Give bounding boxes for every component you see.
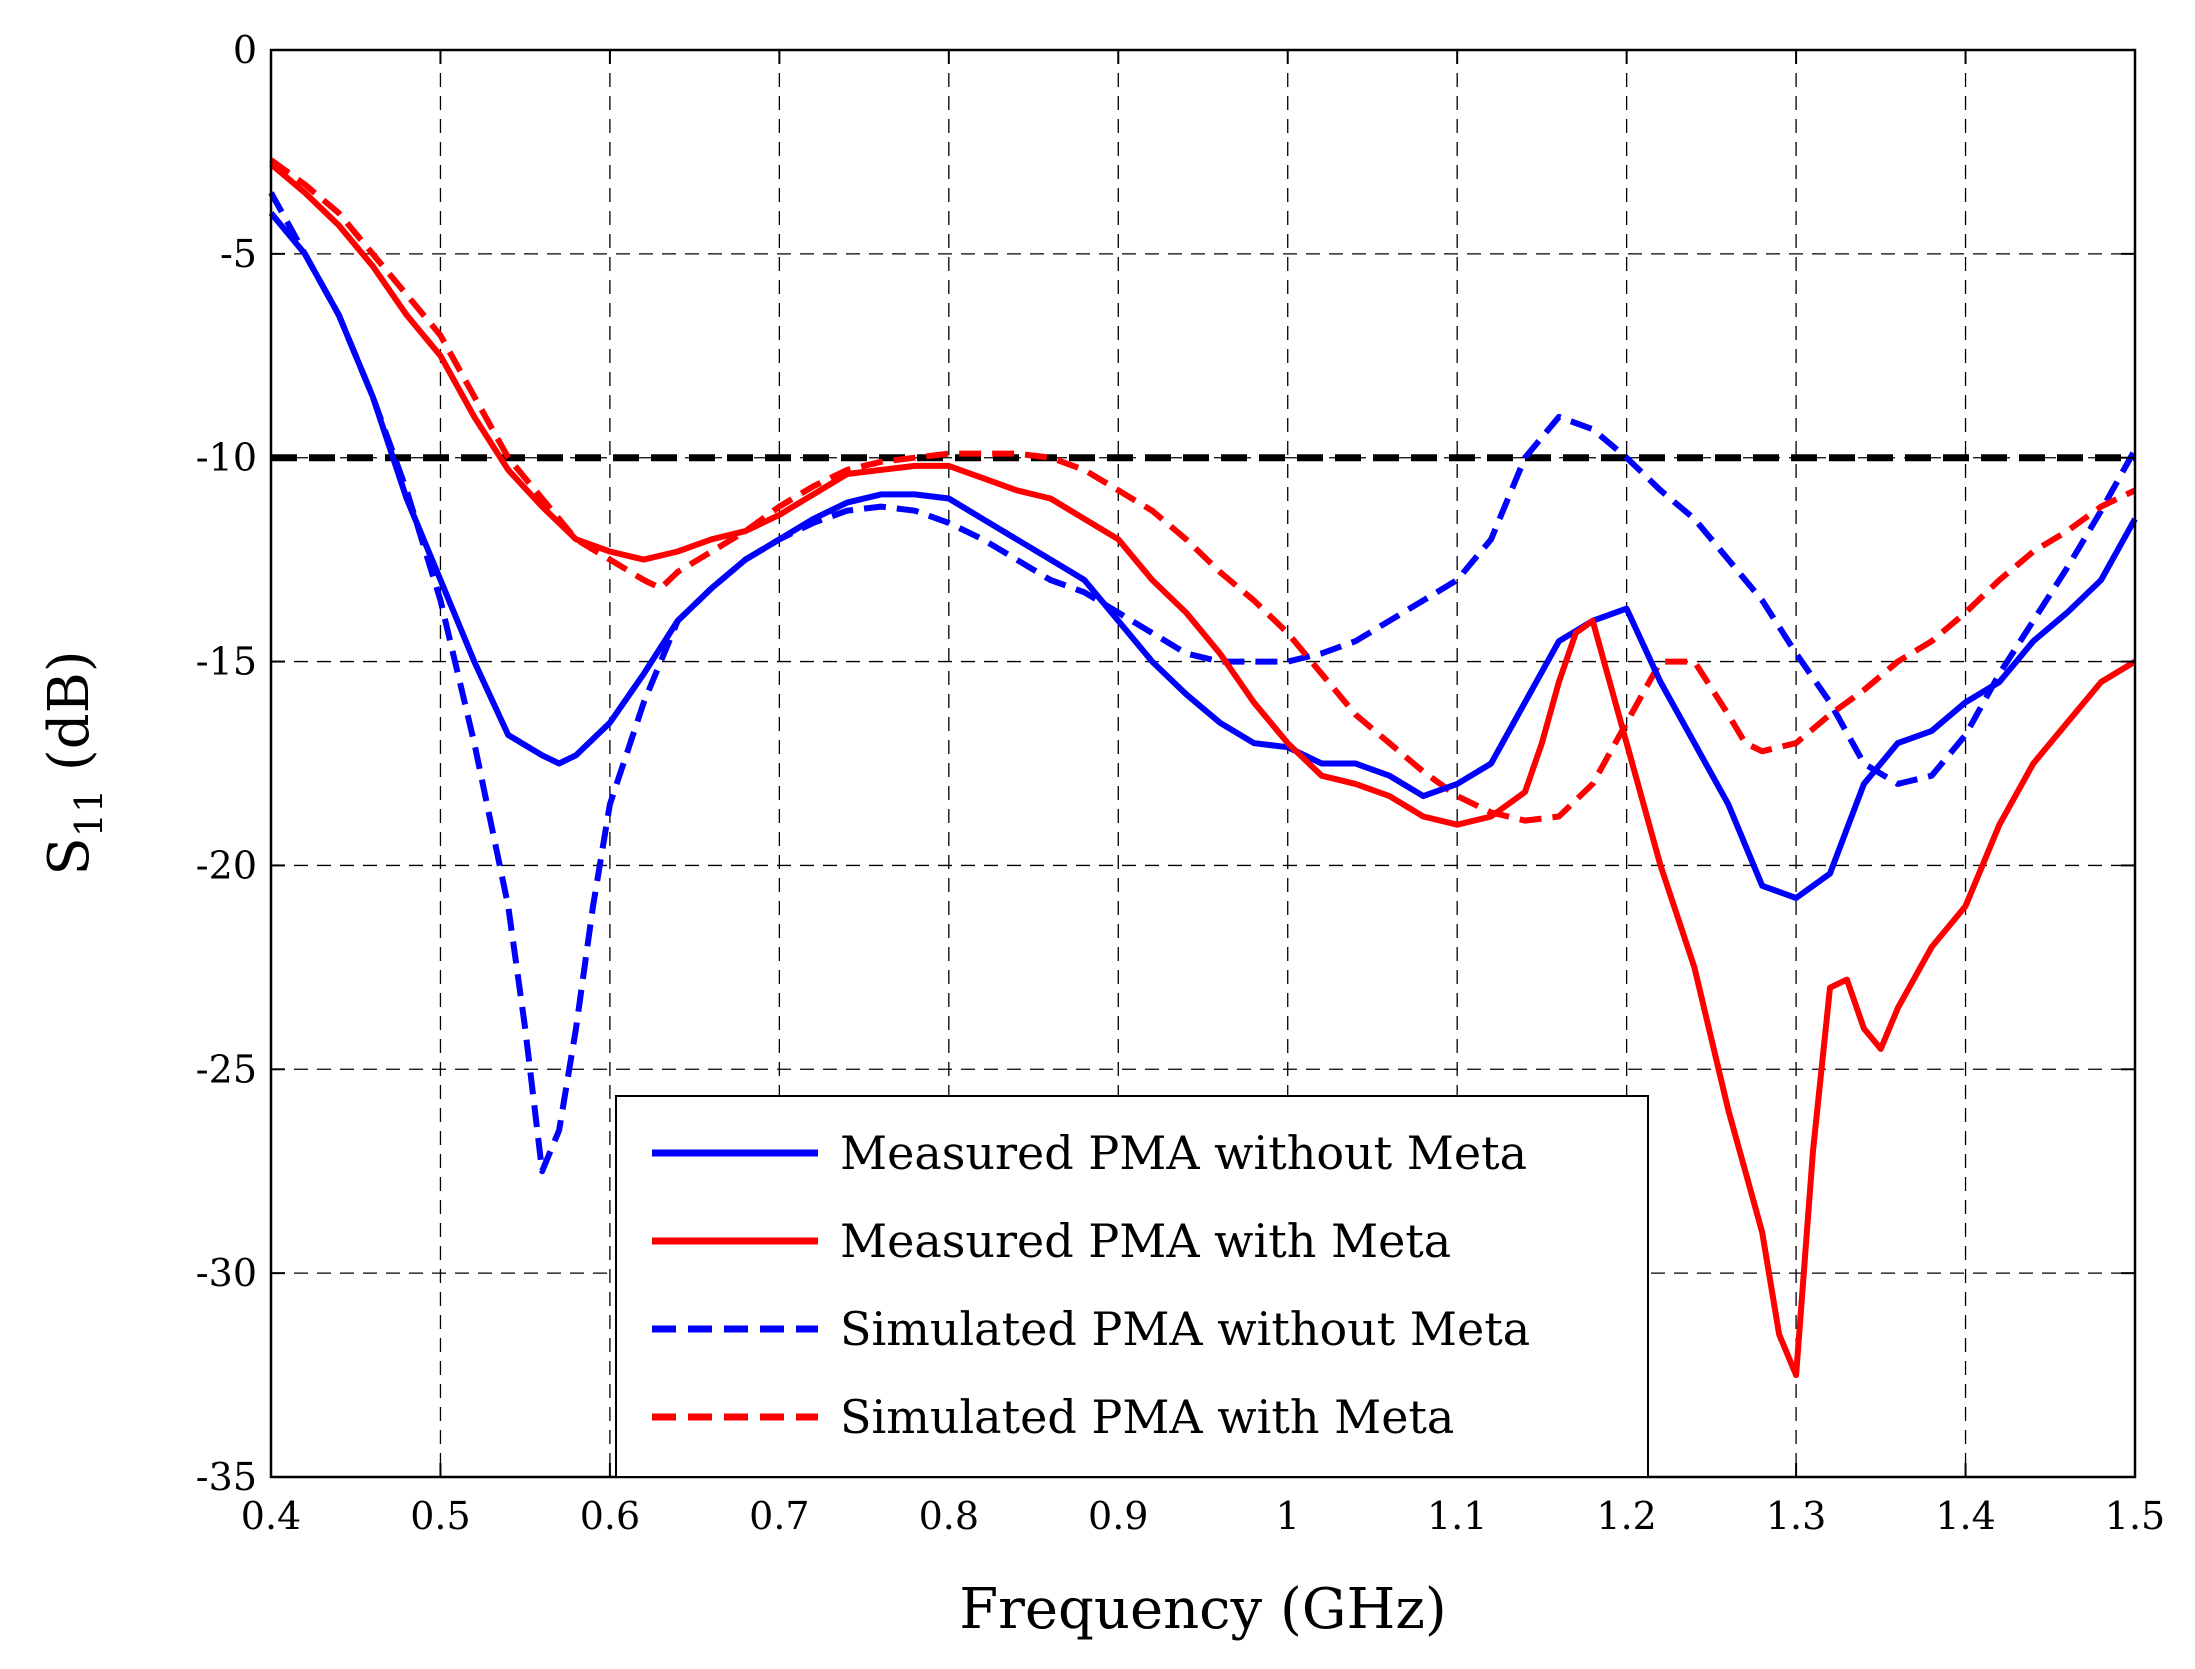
y-tick-label: -25	[196, 1047, 257, 1091]
series-lines	[268, 157, 2138, 1379]
x-tick-label: 0.8	[919, 1494, 979, 1538]
x-tick-label: 1.5	[2105, 1494, 2165, 1538]
x-tick-label: 1.1	[1427, 1494, 1487, 1538]
y-tick-label: -35	[196, 1455, 257, 1499]
series-line-measured-pma-with-meta	[269, 161, 2137, 1379]
x-tick-label: 0.9	[1088, 1494, 1148, 1538]
y-tick-label: -15	[196, 640, 257, 684]
series-line-measured-pma-without-meta	[268, 211, 2138, 901]
x-axis-label: Frequency (GHz)	[959, 1577, 1446, 1642]
x-tick-label: 1.2	[1596, 1494, 1656, 1538]
x-tick-label: 0.4	[241, 1494, 301, 1538]
legend-box	[615, 1095, 1649, 1478]
axis-ticks: 0.4 0.5 0.6 0.7 0.8 0.9 1 1.1 1.2 1.3 1.4 1.5 0 -5 -10…	[196, 28, 2165, 1538]
x-tick-label: 0.5	[410, 1494, 470, 1538]
y-tick-label: 0	[233, 28, 257, 72]
legend-label: Measured PMA with Meta	[840, 1214, 1451, 1268]
y-tick-label: -30	[196, 1251, 257, 1295]
y-axis-label-subscript: 11	[67, 789, 111, 837]
y-tick-label: -10	[196, 436, 257, 480]
x-tick-label: 0.7	[749, 1494, 809, 1538]
x-tick-label: 1.3	[1766, 1494, 1826, 1538]
legend-label: Simulated PMA with Meta	[840, 1390, 1454, 1444]
y-tick-label: -20	[196, 843, 257, 887]
y-axis-label-main: S	[37, 837, 102, 875]
x-tick-label: 0.6	[580, 1494, 640, 1538]
y-axis-label: S11 (dB)	[37, 650, 111, 875]
legend-label: Measured PMA without Meta	[840, 1126, 1527, 1180]
legend-label: Simulated PMA without Meta	[840, 1302, 1530, 1356]
series-line-simulated-pma-with-meta	[269, 157, 2137, 824]
y-axis-label-unit: (dB)	[37, 650, 102, 789]
x-tick-label: 1.4	[1935, 1494, 1995, 1538]
series-line-simulated-pma-without-meta	[268, 191, 2138, 1175]
y-tick-label: -5	[220, 232, 257, 276]
svg-text:S11 (dB): S11 (dB)	[37, 650, 111, 875]
x-tick-label: 1	[1276, 1494, 1300, 1538]
legend: Measured PMA without Meta Measured PMA wi…	[615, 1095, 1649, 1478]
